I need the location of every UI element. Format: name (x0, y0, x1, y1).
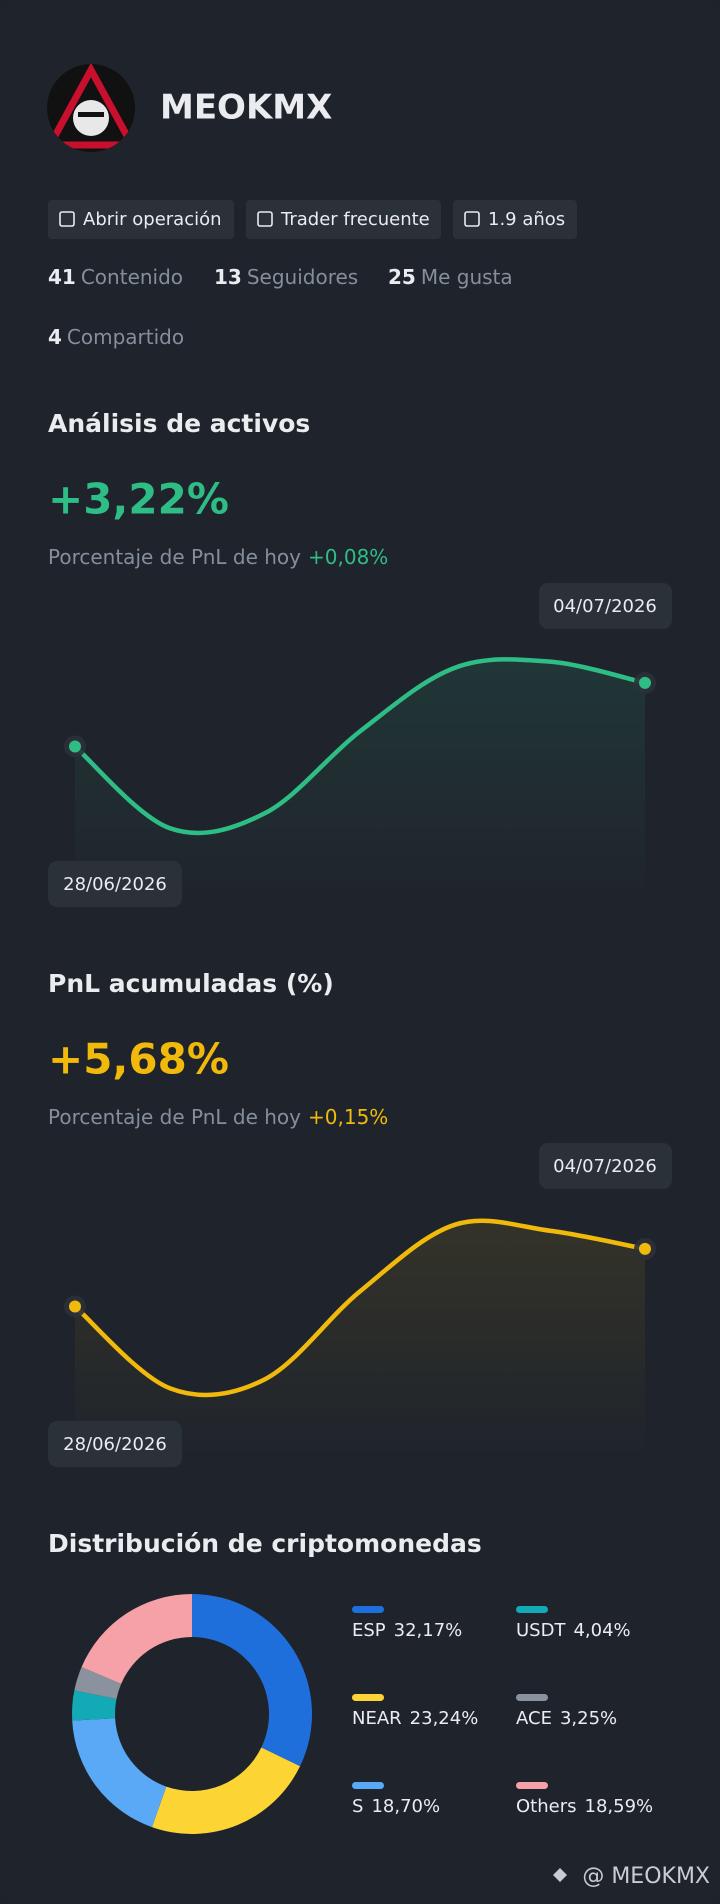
legend-entry: S 18,70% (352, 1796, 440, 1817)
tag-icon (59, 211, 75, 227)
date-label: 28/06/2026 (63, 874, 167, 895)
endpoint (69, 1300, 81, 1313)
legend-entry: NEAR 23,24% (352, 1708, 478, 1729)
avatar[interactable] (47, 64, 135, 152)
tag-label: 1.9 años (488, 209, 565, 230)
legend-name: USDT (516, 1620, 566, 1641)
legend-swatch (352, 1694, 384, 1701)
subtitle: Porcentaje de PnL de hoy +0,15% (48, 1105, 388, 1129)
stat-value: 4 (48, 325, 62, 349)
legend-name: NEAR (352, 1708, 402, 1729)
legend-value: 18,70% (371, 1796, 440, 1817)
stat: 13 Seguidores (214, 265, 358, 289)
legend-swatch (352, 1782, 384, 1789)
watermark: @ MEOKMX (582, 1864, 710, 1889)
legend-swatch (516, 1782, 548, 1789)
subtitle: Porcentaje de PnL de hoy +0,08% (48, 545, 388, 569)
section-title: Distribución de criptomonedas (48, 1529, 482, 1558)
section-title: PnL acumuladas (%) (48, 969, 334, 998)
subtitle-value: +0,15% (308, 1105, 388, 1129)
legend-entry: Others 18,59% (516, 1796, 653, 1817)
legend-entry: ACE 3,25% (516, 1708, 617, 1729)
subtitle-label: Porcentaje de PnL de hoy (48, 545, 301, 569)
date-tooltip (48, 1421, 182, 1467)
legend-value: 4,04% (573, 1620, 630, 1641)
donut-segment (81, 1594, 192, 1684)
legend-swatch (352, 1606, 384, 1613)
subtitle-label: Porcentaje de PnL de hoy (48, 1105, 301, 1129)
legend-name: S (352, 1796, 363, 1817)
line (72, 657, 648, 836)
donut-segment (72, 1718, 167, 1828)
legend-name: ESP (352, 1620, 386, 1641)
headline-value: +5,68% (48, 1035, 229, 1084)
date-label: 04/07/2026 (553, 596, 657, 617)
stat-value: 41 (48, 265, 76, 289)
donut-segment (151, 1747, 301, 1834)
watermark-logo (553, 1868, 567, 1882)
endpoint (639, 676, 651, 689)
legend-swatch (516, 1694, 548, 1701)
endpoint (69, 740, 81, 753)
section-title: Análisis de activos (48, 409, 310, 438)
tag[interactable] (453, 200, 577, 239)
area (75, 1220, 645, 1458)
legend-entry: ESP 32,17% (352, 1620, 462, 1641)
headline-value: +3,22% (48, 475, 229, 524)
line (72, 1218, 648, 1398)
date-tooltip (539, 583, 672, 629)
tag[interactable] (48, 200, 234, 239)
tag-icon (464, 211, 480, 227)
legend-entry: USDT 4,04% (516, 1620, 631, 1641)
legend-name: ACE (516, 1708, 552, 1729)
stat: 25 Me gusta (388, 265, 513, 289)
tag-label: Abrir operación (83, 209, 222, 230)
stat-value: 13 (214, 265, 242, 289)
tag[interactable] (246, 200, 441, 239)
user-name: MEOKMX (160, 88, 332, 128)
tag-label: Trader frecuente (280, 209, 430, 230)
legend-value: 18,59% (585, 1796, 654, 1817)
stat-label: Seguidores (247, 265, 358, 289)
stat: 4 Compartido (48, 325, 184, 349)
donut-segment (74, 1666, 122, 1699)
date-label: 04/07/2026 (553, 1156, 657, 1177)
stat: 41 Contenido (48, 265, 183, 289)
stat-label: Contenido (81, 265, 183, 289)
date-tooltip (48, 861, 182, 907)
legend-name: Others (516, 1796, 577, 1817)
donut-segment (72, 1690, 117, 1721)
legend-value: 23,24% (410, 1708, 479, 1729)
area (75, 659, 645, 898)
donut-segment (192, 1594, 313, 1767)
date-label: 28/06/2026 (63, 1434, 167, 1455)
stat-label: Compartido (67, 325, 184, 349)
legend-value: 32,17% (394, 1620, 463, 1641)
stat-label: Me gusta (421, 265, 513, 289)
endpoint (639, 1242, 651, 1255)
stat-value: 25 (388, 265, 416, 289)
date-tooltip (539, 1143, 672, 1189)
legend-swatch (516, 1606, 548, 1613)
legend-value: 3,25% (560, 1708, 617, 1729)
tag-icon (257, 211, 273, 227)
subtitle-value: +0,08% (308, 545, 388, 569)
